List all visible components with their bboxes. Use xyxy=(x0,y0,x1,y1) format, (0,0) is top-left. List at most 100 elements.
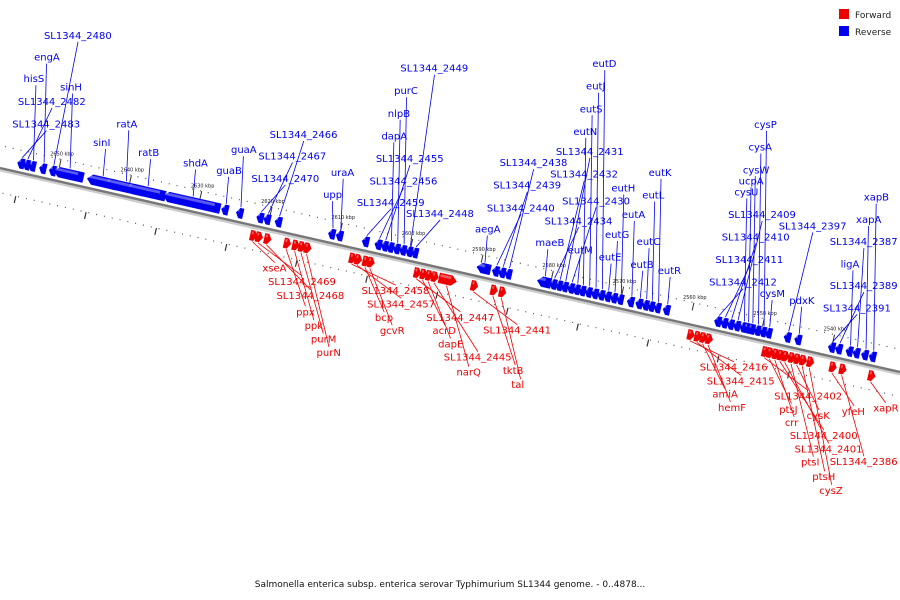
gene-label: eutH xyxy=(611,183,635,194)
leader-line xyxy=(667,276,671,305)
gene-feature-reverse xyxy=(498,267,507,279)
gene-label: guaB xyxy=(216,166,242,177)
leader-line xyxy=(545,249,549,277)
gene-label: SL1344_2467 xyxy=(258,151,326,162)
gene-feature-forward xyxy=(805,356,815,368)
gene-feature-forward xyxy=(303,242,312,254)
leader-line xyxy=(147,159,151,187)
gene-feature-forward xyxy=(282,237,292,249)
tick-label: 2610 kbp xyxy=(331,215,355,221)
tick-label: 2570 kbp xyxy=(613,279,637,285)
tick-mark xyxy=(13,196,17,204)
leader-line xyxy=(252,241,276,263)
tick-layer: 2650 kbp 2640 kbp 2630 kbp 2620 kbp 2610 kbp… xyxy=(0,145,900,396)
gene-feature-reverse xyxy=(747,323,757,336)
gene-label: nlpB xyxy=(388,109,410,120)
leader-line xyxy=(707,344,731,403)
gene-label: eutE xyxy=(599,253,622,264)
gene-feature-reverse xyxy=(335,230,345,242)
leader-line xyxy=(589,115,593,287)
gene-feature-forward xyxy=(698,331,708,343)
gene-label: maeB xyxy=(535,238,564,249)
leader-line xyxy=(748,187,752,323)
gene-label: cysZ xyxy=(819,486,843,497)
gene-feature-forward xyxy=(793,353,802,365)
tick-label: 2620 kbp xyxy=(261,199,285,205)
tick-label: 2540 kbp xyxy=(824,327,848,333)
legend-label-reverse: Reverse xyxy=(855,28,892,38)
leader-line xyxy=(614,241,618,293)
leader-line xyxy=(415,219,441,248)
legend-swatch-reverse xyxy=(839,26,849,36)
tick-label: 2600 kbp xyxy=(402,231,426,237)
gene-feature-forward xyxy=(867,369,876,382)
gene-label: SL1344_2456 xyxy=(369,177,437,188)
gene-feature-forward xyxy=(787,351,796,364)
gene-label: bcp xyxy=(375,313,393,324)
gene-label: tktB xyxy=(503,366,524,377)
leader-line xyxy=(731,243,757,319)
leader-line xyxy=(857,247,865,348)
leader-line xyxy=(509,169,535,269)
leader-line xyxy=(702,343,726,389)
gene-label: SL1344_2402 xyxy=(774,392,842,403)
gene-label: cysA xyxy=(748,143,772,154)
gene-feature-forward xyxy=(348,252,357,264)
gene-label: eutC xyxy=(637,237,660,248)
leader-line xyxy=(192,169,196,197)
gene-label: crr xyxy=(785,418,799,429)
gene-feature-reverse xyxy=(653,302,663,314)
leader-line xyxy=(577,256,581,284)
leader-line xyxy=(801,366,826,472)
gene-label: SL1344_2387 xyxy=(830,237,898,248)
leader-line xyxy=(403,97,407,245)
gene-feature-forward xyxy=(366,256,375,268)
gene-feature-reverse xyxy=(221,204,230,216)
leader-line xyxy=(69,93,73,169)
gene-feature-reverse xyxy=(476,262,492,276)
tick-mark xyxy=(154,227,157,236)
gene-feature-forward xyxy=(248,229,258,241)
gene-feature-forward xyxy=(263,233,272,245)
gene-label: SL1344_2400 xyxy=(790,431,858,442)
leader-line xyxy=(410,74,435,246)
gene-label: sinI xyxy=(93,138,110,149)
gene-label: SL1344_2440 xyxy=(487,203,555,214)
gene-label: tal xyxy=(511,380,524,391)
leader-line xyxy=(559,180,585,280)
gene-feature-reverse xyxy=(753,325,762,337)
gene-feature-reverse xyxy=(560,281,570,293)
leader-line xyxy=(27,107,53,160)
gene-feature-reverse xyxy=(163,191,222,214)
gene-feature-forward xyxy=(781,350,790,362)
gene-label: eutB xyxy=(630,260,653,271)
reverse-strand-features xyxy=(17,158,878,363)
leader-line xyxy=(285,249,306,307)
leader-line xyxy=(261,184,286,213)
backbone-shadow xyxy=(0,168,900,376)
legend-swatch-forward xyxy=(839,9,849,19)
gene-label: narQ xyxy=(456,368,481,379)
tick-mark xyxy=(691,302,695,311)
leader-line xyxy=(225,176,230,204)
leader-line xyxy=(689,340,735,363)
gene-label: purM xyxy=(311,335,336,346)
gene-feature-reverse xyxy=(17,158,26,170)
gene-label: SL1344_2401 xyxy=(795,444,863,455)
tick-mark xyxy=(576,323,579,331)
gene-label: engA xyxy=(34,53,60,64)
gene-feature-reverse xyxy=(635,298,644,310)
leader-line xyxy=(744,198,748,322)
gene-label: xapB xyxy=(864,193,889,204)
tick-mark xyxy=(83,211,87,220)
leader-line xyxy=(865,225,869,349)
gene-feature-forward xyxy=(693,330,702,342)
gene-feature-reverse xyxy=(584,286,594,299)
tick-label: 2590 kbp xyxy=(472,247,496,253)
gene-feature-reverse xyxy=(662,304,672,316)
gene-label: SL1344_2430 xyxy=(562,196,630,207)
gene-feature-forward xyxy=(353,253,363,265)
backbone-line xyxy=(0,166,900,374)
tick-label: 2560 kbp xyxy=(683,295,707,301)
gene-feature-reverse xyxy=(386,242,395,254)
